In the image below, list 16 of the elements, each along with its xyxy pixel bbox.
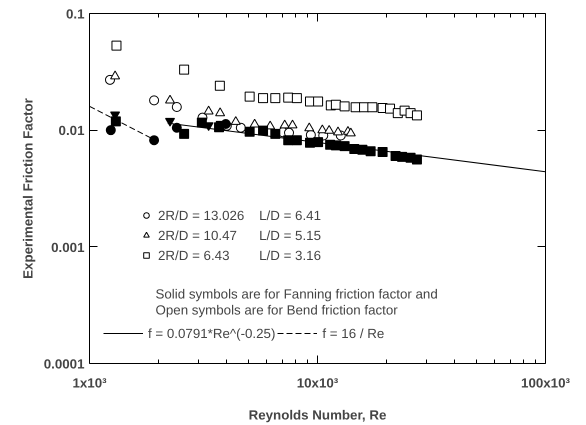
annotation: Solid symbols are for Fanning friction factor and <box>156 286 438 302</box>
y-tick-label: 0.0001 <box>44 356 86 372</box>
x-tick-label: 100x10³ <box>521 376 571 390</box>
x-axis-title: Reynolds Number, Re <box>248 408 386 422</box>
x-tick-label: 1x10³ <box>72 376 108 390</box>
y-axis-title: Experimental Friction Factor <box>20 98 36 279</box>
legend-label: 2R/D = 13.026 L/D = 6.41 <box>158 208 322 222</box>
x-tick-label: 10x10³ <box>296 376 339 390</box>
annotation: Open symbols are for Bend friction factor <box>156 302 398 318</box>
y-tick-label: 0.01 <box>58 123 86 138</box>
legend-label: f = 0.0791*Re^(-0.25) <box>148 326 276 340</box>
y-tick-label: 0.1 <box>66 6 86 22</box>
legend-label: 2R/D = 10.47 L/D = 5.15 <box>158 228 321 242</box>
legend-label: f = 16 / Re <box>322 326 384 340</box>
y-tick-label: 0.001 <box>51 240 86 255</box>
legend-label: 2R/D = 6.43 L/D = 3.16 <box>158 248 321 262</box>
